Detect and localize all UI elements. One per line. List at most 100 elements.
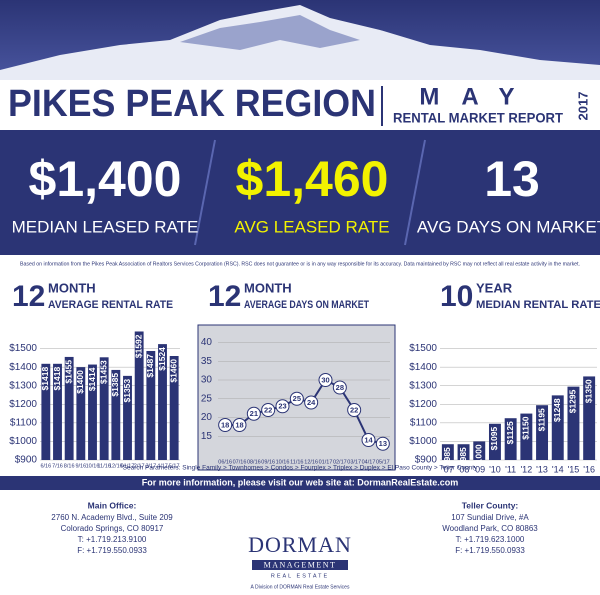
point xyxy=(304,395,319,410)
x-tick-label: 3/17 xyxy=(145,463,156,469)
value-label: 28 xyxy=(336,383,344,392)
y-tick-label: $1400 xyxy=(409,362,437,373)
value-label: $985 xyxy=(442,447,452,466)
bar xyxy=(64,356,74,460)
x-tick-label: '12 xyxy=(520,464,532,474)
header-year: 2017 xyxy=(575,92,590,121)
value-label: $1350 xyxy=(583,379,593,403)
x-tick-label: 4/17 xyxy=(157,463,168,469)
stat-value: 13 xyxy=(484,151,540,207)
x-tick-label: 04/17 xyxy=(362,459,376,465)
footer-heading: Teller County: xyxy=(462,500,519,510)
header-month: MAY xyxy=(419,83,536,110)
point xyxy=(218,418,233,432)
x-tick-label: 2/17 xyxy=(134,463,145,469)
stat-value: $1,460 xyxy=(236,151,389,207)
y-tick-label: 40 xyxy=(201,337,213,348)
bar xyxy=(146,350,156,460)
bar xyxy=(504,418,517,460)
x-tick-label: 5/17 xyxy=(169,463,180,469)
value-label: 24 xyxy=(307,398,316,407)
bar xyxy=(583,376,596,460)
x-tick-label: 05/17 xyxy=(376,459,390,465)
y-tick-label: $1100 xyxy=(10,417,38,428)
footer-heading: Main Office: xyxy=(88,500,137,510)
value-label: 30 xyxy=(321,375,329,384)
bar xyxy=(457,444,470,460)
bar xyxy=(76,367,86,460)
logo-bar xyxy=(252,560,348,570)
bar xyxy=(169,356,179,460)
x-tick-label: 6/16 xyxy=(40,463,51,469)
bar xyxy=(441,444,454,460)
bar xyxy=(41,363,51,460)
value-label: 18 xyxy=(221,420,229,429)
y-tick-label: $1200 xyxy=(409,399,437,410)
value-label: $1455 xyxy=(63,360,73,384)
bar xyxy=(520,413,533,460)
note: Based on information from the Pikes Peak… xyxy=(20,261,580,267)
y-tick-label: $1000 xyxy=(9,436,37,447)
x-tick-label: 01/17 xyxy=(121,463,135,469)
mountain-shade xyxy=(180,15,360,50)
x-tick-label: '13 xyxy=(536,464,548,474)
chart-title-unit: MONTH xyxy=(244,280,292,295)
stat-value: $1,400 xyxy=(29,151,182,207)
x-tick-label: 07/16 xyxy=(233,459,247,465)
y-tick-label: 15 xyxy=(201,431,213,442)
value-label: 14 xyxy=(364,435,373,444)
chart-title-number: 12 xyxy=(12,280,45,313)
x-tick-label: '09 xyxy=(473,464,485,474)
point xyxy=(318,373,333,387)
footer-line: Woodland Park, CO 80863 xyxy=(442,524,538,533)
header-title: PIKES PEAK REGION xyxy=(8,83,376,125)
value-label: $1385 xyxy=(110,373,120,397)
value-label: $1195 xyxy=(536,408,546,431)
x-tick-label: 03/17 xyxy=(347,459,361,465)
point xyxy=(232,418,247,432)
logo-line: REAL ESTATE xyxy=(271,573,329,579)
x-tick-label: 12/16 xyxy=(304,459,318,465)
stat-label: MEDIAN LEASED RATE xyxy=(12,217,199,236)
x-tick-label: '14 xyxy=(552,464,564,474)
y-tick-label: 35 xyxy=(201,356,213,367)
x-tick-label: 8/16 xyxy=(64,463,75,469)
value-label: 25 xyxy=(293,394,301,403)
point xyxy=(375,436,390,451)
x-tick-label: '07 xyxy=(442,464,454,474)
y-tick-label: $1000 xyxy=(409,436,437,447)
y-tick-label: $1500 xyxy=(409,343,437,354)
value-label: $1487 xyxy=(145,354,155,378)
bar xyxy=(99,357,109,460)
bar xyxy=(473,441,486,460)
footer-line: 2760 N. Academy Blvd., Suite 209 xyxy=(51,513,173,522)
x-tick-label: '08 xyxy=(458,464,470,474)
value-label: $1460 xyxy=(168,359,178,383)
y-tick-label: $1400 xyxy=(9,362,37,373)
value-label: $1125 xyxy=(505,421,515,444)
footer-line: 107 Sundial Drive, #A xyxy=(451,513,529,522)
x-tick-label: 01/17 xyxy=(319,459,333,465)
logo-name: DORMAN xyxy=(248,532,352,557)
point xyxy=(261,403,276,417)
chart-title: AVERAGE RENTAL RATE xyxy=(48,299,173,311)
stat-label: AVG DAYS ON MARKET xyxy=(417,217,600,236)
value-label: $1453 xyxy=(98,360,108,384)
bar xyxy=(123,375,132,460)
value-label: 13 xyxy=(379,439,387,448)
footer-line: F: +1.719.550.0933 xyxy=(455,546,525,555)
y-tick-label: 30 xyxy=(201,375,213,386)
bar xyxy=(88,364,97,460)
y-tick-label: $900 xyxy=(415,455,438,466)
footer-line: F: +1.719.550.0933 xyxy=(77,546,147,555)
bar xyxy=(488,423,501,460)
x-tick-label: 09/16 xyxy=(261,459,275,465)
value-label: $1400 xyxy=(75,370,85,394)
y-tick-label: $1200 xyxy=(9,399,37,410)
value-label: $1353 xyxy=(122,379,132,403)
stat-label: AVG LEASED RATE xyxy=(234,217,389,236)
chart-title: MEDIAN RENTAL RATE xyxy=(476,299,600,311)
x-tick-label: 08/16 xyxy=(247,459,261,465)
value-label: 23 xyxy=(278,402,286,411)
